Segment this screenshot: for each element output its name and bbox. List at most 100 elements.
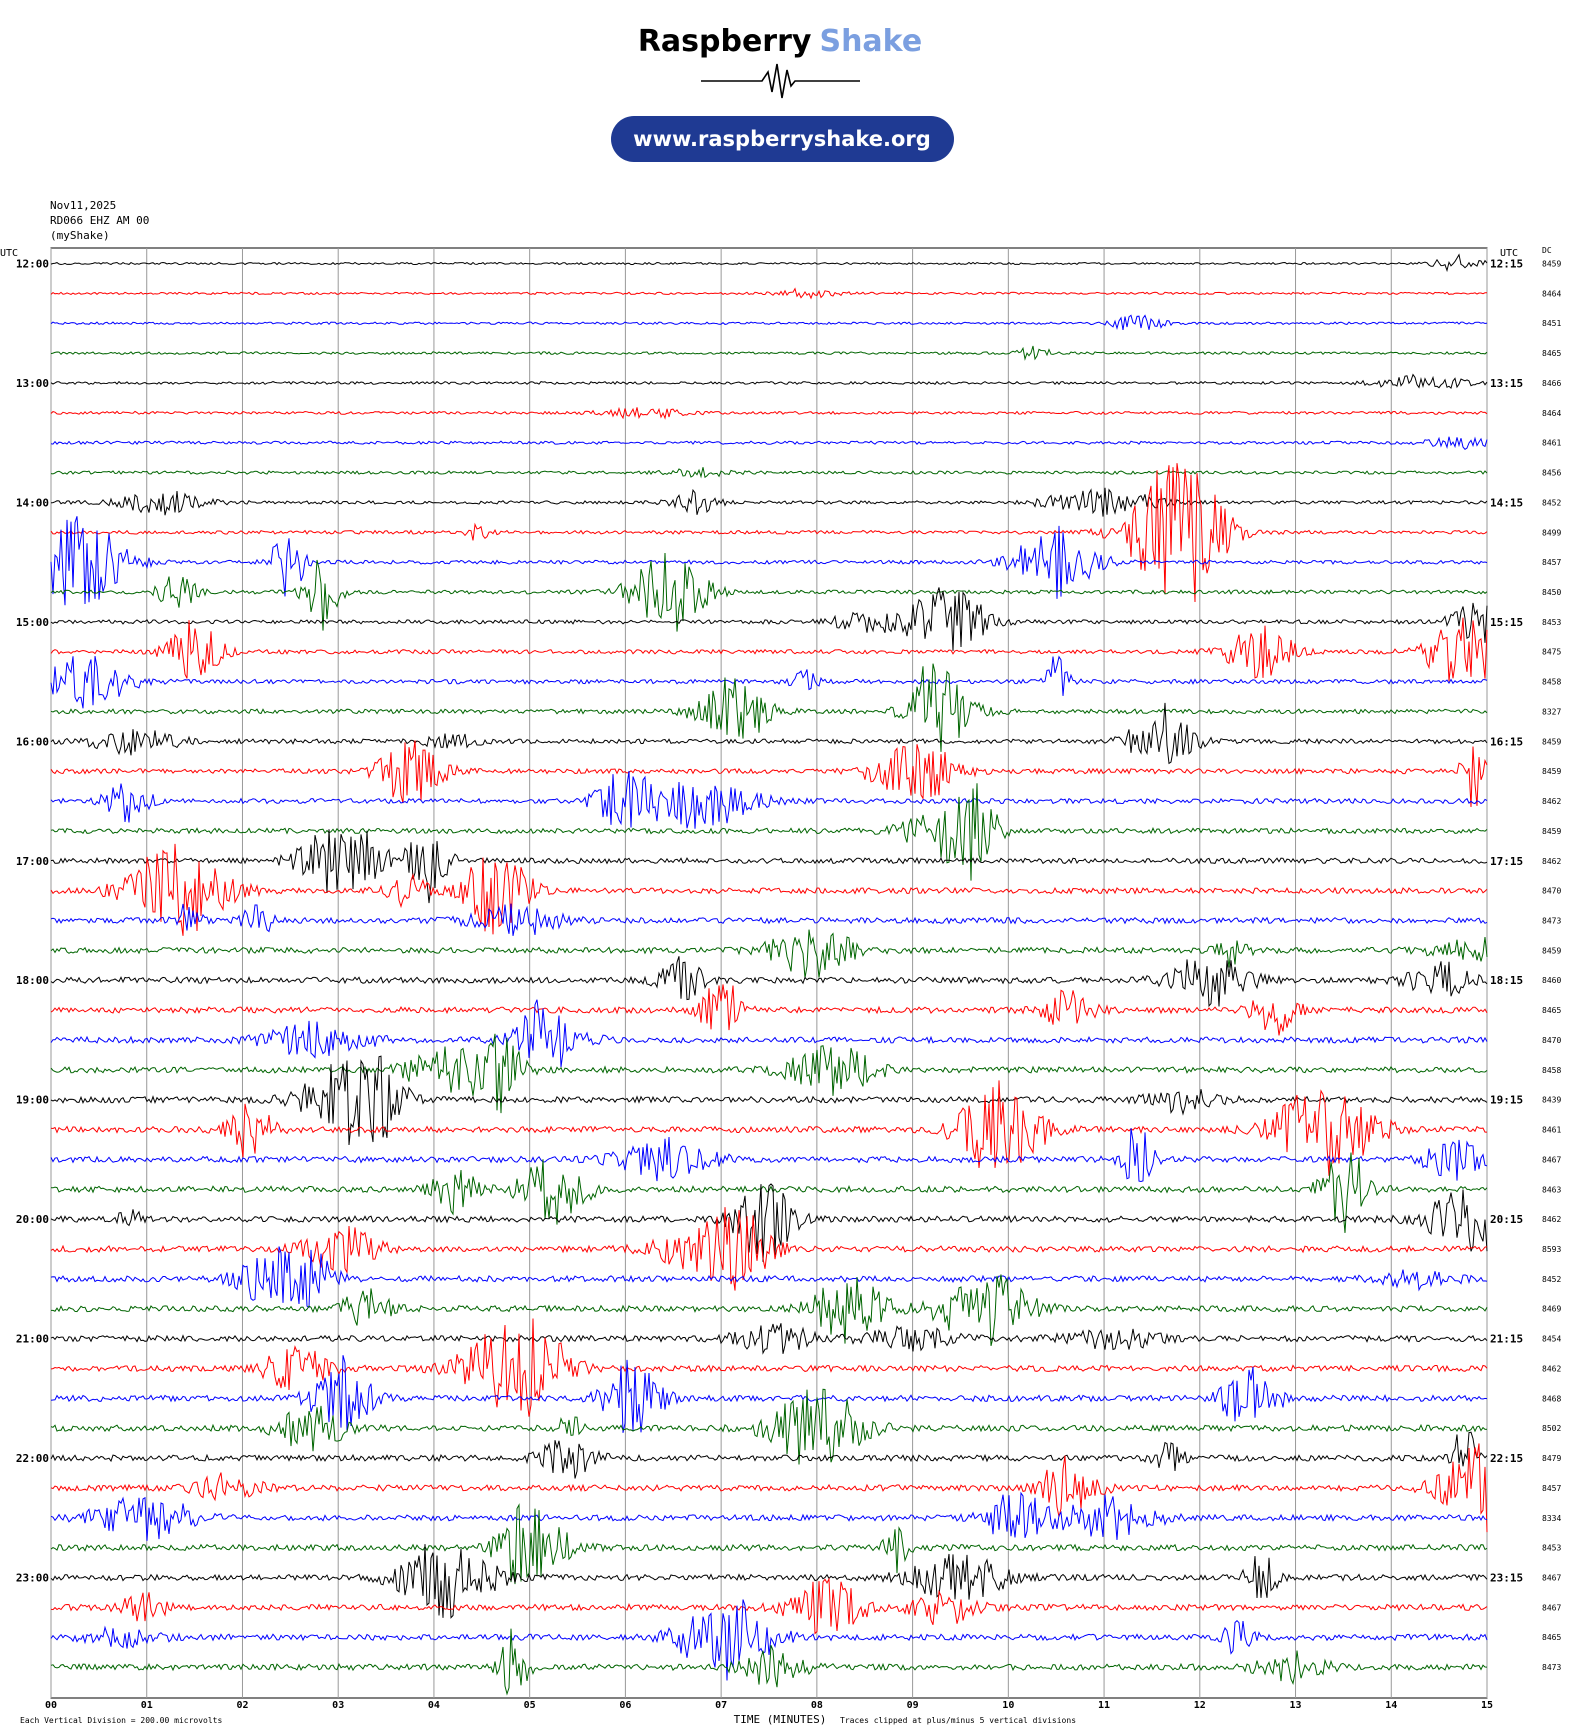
logo-squiggle xyxy=(701,63,860,99)
dc-value: 8459 xyxy=(1542,767,1561,776)
time-label-right: 21:15 xyxy=(1490,1333,1523,1346)
dc-value: 8470 xyxy=(1542,887,1561,896)
trace xyxy=(50,467,1488,479)
dc-value: 8479 xyxy=(1542,1454,1561,1463)
dc-value: 8459 xyxy=(1542,260,1561,269)
trace xyxy=(50,1033,1488,1114)
trace xyxy=(50,1246,1488,1309)
source: (myShake) xyxy=(50,229,110,242)
dc-value: 8470 xyxy=(1542,1036,1561,1045)
time-label-right: 16:15 xyxy=(1490,735,1523,748)
time-label-left: 23:00 xyxy=(16,1572,49,1585)
dc-value: 8499 xyxy=(1542,528,1561,537)
dc-value: 8460 xyxy=(1542,976,1561,985)
x-tick-label: 08 xyxy=(811,1700,823,1711)
trace xyxy=(50,373,1488,390)
brand-first: Raspberry xyxy=(638,24,812,59)
trace xyxy=(50,1055,1488,1146)
dc-value: 8463 xyxy=(1542,1185,1561,1194)
time-label-right: 22:15 xyxy=(1490,1452,1523,1465)
trace xyxy=(50,1599,1488,1681)
time-label-left: 15:00 xyxy=(16,616,49,629)
dc-value: 8468 xyxy=(1542,1394,1561,1403)
x-tick-label: 03 xyxy=(332,1700,344,1711)
x-tick-label: 06 xyxy=(619,1700,631,1711)
x-tick-label: 09 xyxy=(907,1700,919,1711)
dc-value: 8464 xyxy=(1542,289,1561,298)
x-tick-label: 01 xyxy=(141,1700,153,1711)
dc-value: 8462 xyxy=(1542,1364,1561,1373)
dc-value: 8451 xyxy=(1542,319,1561,328)
time-label-left: 14:00 xyxy=(16,496,49,509)
logo: Raspberry Shake xyxy=(638,24,922,59)
dc-value: 8453 xyxy=(1542,1544,1561,1553)
trace xyxy=(50,406,1488,420)
time-label-left: 13:00 xyxy=(16,377,49,390)
station: RD066 EHZ AM 00 xyxy=(50,214,149,227)
trace xyxy=(50,287,1488,300)
dc-value: 8452 xyxy=(1542,1275,1561,1284)
x-tick-label: 00 xyxy=(45,1700,57,1711)
dc-value: 8459 xyxy=(1542,737,1561,746)
trace xyxy=(50,1443,1488,1533)
dc-value: 8464 xyxy=(1542,409,1561,418)
trace xyxy=(50,1323,1488,1355)
trace xyxy=(50,999,1488,1068)
dc-value: 8457 xyxy=(1542,558,1561,567)
trace xyxy=(50,587,1488,651)
dc-value: 8465 xyxy=(1542,1006,1561,1015)
url-text[interactable]: www.raspberryshake.org xyxy=(633,127,931,151)
trace xyxy=(50,253,1488,273)
dc-value: 8334 xyxy=(1542,1514,1561,1523)
trace xyxy=(50,436,1488,450)
dc-value: 8466 xyxy=(1542,379,1561,388)
dc-value: 8453 xyxy=(1542,618,1561,627)
trace xyxy=(50,1207,1488,1291)
x-tick-label: 13 xyxy=(1290,1700,1302,1711)
trace xyxy=(50,956,1488,1008)
time-label-right: 19:15 xyxy=(1490,1094,1523,1107)
trace xyxy=(50,345,1488,361)
dc-value: 8327 xyxy=(1542,707,1561,716)
time-label-left: 19:00 xyxy=(16,1094,49,1107)
trace xyxy=(50,1503,1488,1585)
x-tick-label: 11 xyxy=(1098,1700,1110,1711)
trace xyxy=(50,1544,1488,1619)
dc-value: 8473 xyxy=(1542,1663,1561,1672)
dc-value: 8461 xyxy=(1542,1126,1561,1135)
dc-value: 8458 xyxy=(1542,1066,1561,1075)
dc-label: DC xyxy=(1542,246,1552,255)
brand-second: Shake xyxy=(819,24,922,59)
trace xyxy=(50,314,1488,331)
trace xyxy=(50,487,1488,517)
trace xyxy=(50,903,1488,936)
time-label-right: 15:15 xyxy=(1490,616,1523,629)
dc-value: 8473 xyxy=(1542,917,1561,926)
dc-value: 8454 xyxy=(1542,1335,1561,1344)
trace xyxy=(50,984,1488,1036)
trace xyxy=(51,1274,1488,1347)
dc-value: 8467 xyxy=(1542,1603,1561,1612)
dc-value: 8469 xyxy=(1542,1305,1561,1314)
trace xyxy=(50,843,1488,936)
url-button[interactable] xyxy=(611,116,954,162)
dc-value: 8459 xyxy=(1542,827,1561,836)
trace xyxy=(50,770,1488,829)
dc-value: 8467 xyxy=(1542,1155,1561,1164)
clip-note: Traces clipped at plus/minus 5 vertical … xyxy=(840,1716,1076,1725)
dc-value: 8439 xyxy=(1542,1096,1561,1105)
time-label-left: 22:00 xyxy=(16,1452,49,1465)
x-tick-label: 10 xyxy=(1002,1700,1014,1711)
dc-value: 8475 xyxy=(1542,648,1561,657)
time-label-right: 13:15 xyxy=(1490,377,1523,390)
dc-value: 8457 xyxy=(1542,1484,1561,1493)
dc-value: 8462 xyxy=(1542,857,1561,866)
dc-value: 8461 xyxy=(1542,439,1561,448)
trace xyxy=(50,617,1488,682)
x-tick-label: 12 xyxy=(1194,1700,1206,1711)
x-tick-label: 05 xyxy=(524,1700,536,1711)
x-tick-label: 04 xyxy=(428,1700,440,1711)
dc-value: 8459 xyxy=(1542,946,1561,955)
dc-value: 8593 xyxy=(1542,1245,1561,1254)
